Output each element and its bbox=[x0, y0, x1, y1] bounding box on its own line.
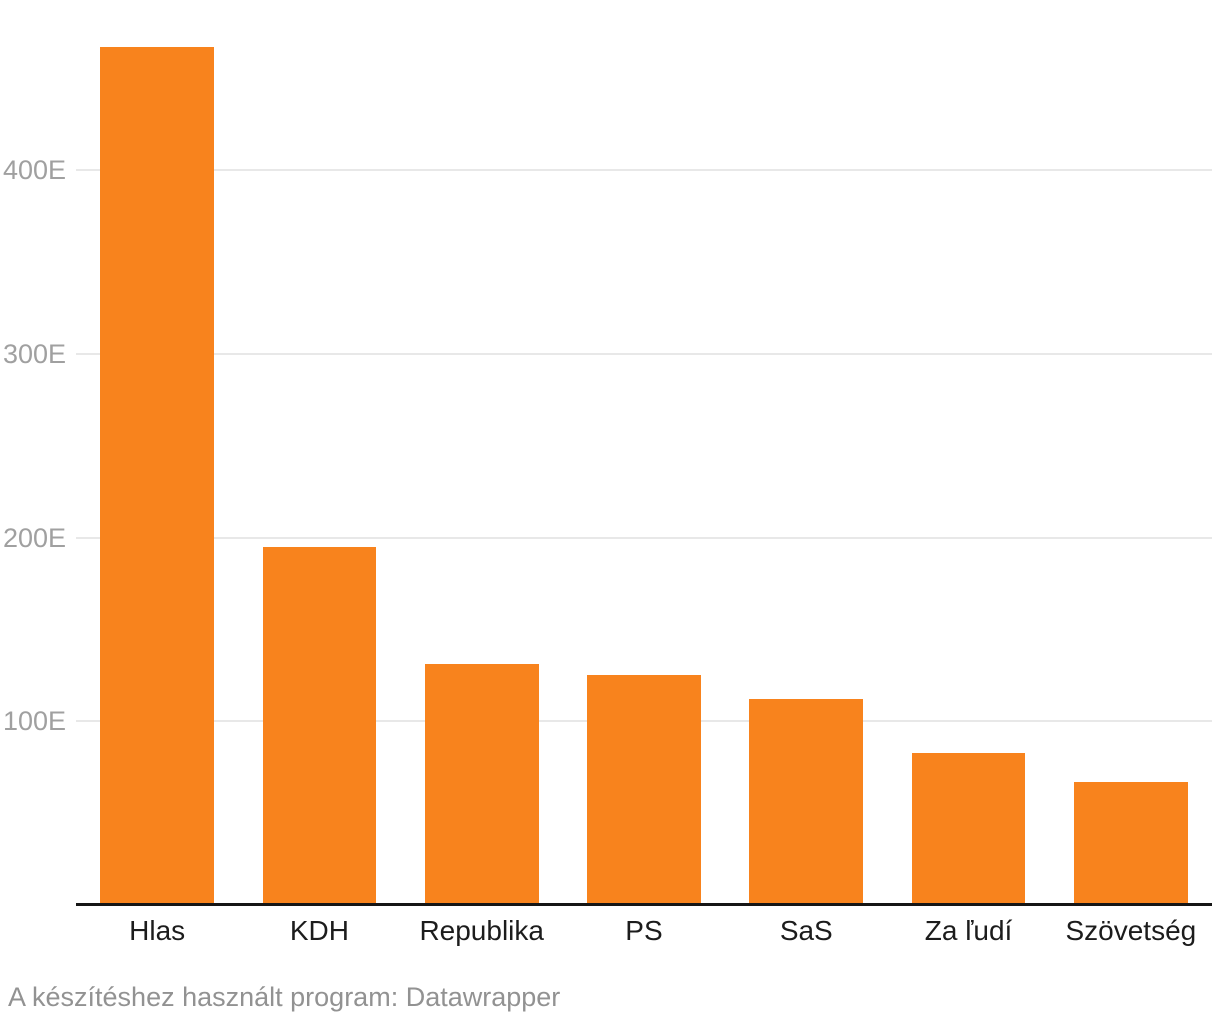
x-category-label: Republika bbox=[419, 915, 544, 946]
bar-Hlas bbox=[100, 47, 214, 905]
x-category-label: Szövetség bbox=[1065, 915, 1197, 946]
x-category-label: Hlas bbox=[129, 915, 186, 946]
x-category-label: SaS bbox=[779, 915, 833, 946]
bar-PS bbox=[587, 675, 701, 905]
y-tick-label: 100E bbox=[2, 706, 66, 737]
bar-Za ľudí bbox=[911, 752, 1026, 905]
x-category-label: Za ľudí bbox=[924, 915, 1013, 946]
bar-KDH bbox=[262, 546, 377, 905]
x-category-label: PS bbox=[625, 915, 663, 946]
gridline-200E bbox=[76, 536, 1212, 539]
bar-SaS bbox=[749, 699, 864, 905]
x-axis-line bbox=[76, 903, 1212, 906]
y-tick-label: 200E bbox=[2, 522, 66, 553]
gridline-300E bbox=[76, 352, 1212, 355]
y-tick-label: 400E bbox=[2, 155, 66, 186]
y-tick-label: 300E bbox=[2, 338, 66, 369]
bar-Szövetség bbox=[1074, 781, 1188, 905]
x-category-label: KDH bbox=[289, 915, 349, 946]
bar-Republika bbox=[424, 664, 539, 905]
gridline-400E bbox=[76, 169, 1212, 172]
attribution-text: A készítéshez használt program: Datawrap… bbox=[8, 982, 561, 1012]
